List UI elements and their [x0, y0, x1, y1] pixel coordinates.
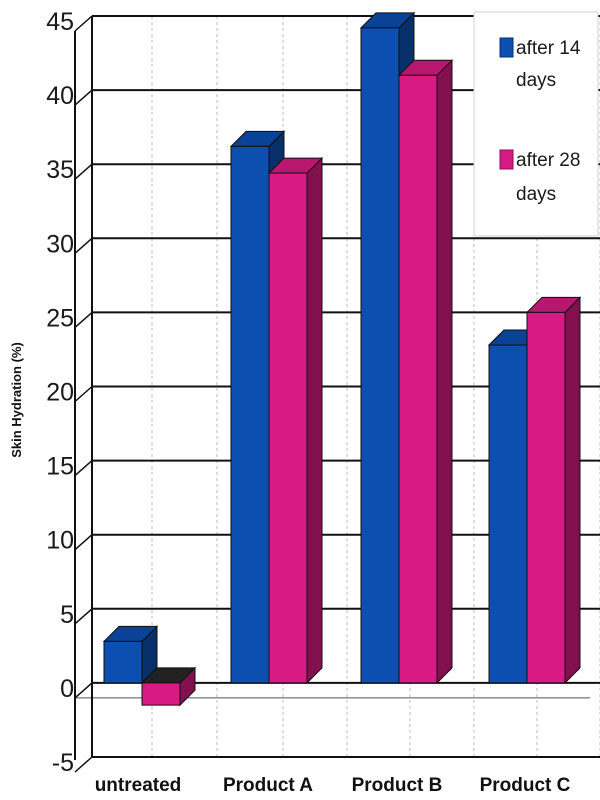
x-tick-label: Product C — [480, 775, 571, 796]
legend-box — [473, 11, 599, 237]
y-tick-label: 35 — [46, 156, 74, 184]
gridline-depth-segment — [74, 682, 93, 699]
y-tick-label: -5 — [52, 749, 74, 777]
legend: after 14 days after 28 days — [473, 11, 599, 237]
y-tick-label: 20 — [46, 379, 74, 407]
gridline-depth-segment — [74, 89, 93, 106]
legend-swatch-after-14-days — [499, 37, 514, 58]
x-tick-label: Product B — [352, 775, 443, 796]
y-tick-label: 45 — [46, 8, 74, 36]
y-tick-label: 40 — [46, 82, 74, 110]
y-axis-label: Skin Hydration (%) — [9, 342, 24, 458]
gridline-depth-segment — [74, 163, 93, 180]
gridline-depth-segment — [74, 534, 93, 551]
y-axis: -5 0 5 10 15 20 25 30 35 40 45 — [46, 8, 93, 777]
y-tick-label: 25 — [46, 304, 74, 332]
x-axis-labels: untreated Product A Product B Product C — [95, 775, 571, 796]
gridline-depth-segment — [74, 237, 93, 254]
y-tick-label: 15 — [46, 453, 74, 481]
gridline-depth-segment — [74, 385, 93, 403]
y-tick-label: 30 — [46, 230, 74, 258]
legend-label-after-28-days: after 28 days — [516, 150, 586, 205]
bar-product-c-series-2 — [525, 296, 582, 685]
y-tick-label: 5 — [60, 601, 74, 629]
gridline-depth-segment — [74, 15, 93, 32]
legend-swatch-after-28-days — [499, 149, 514, 170]
bar-product-a-series-2 — [267, 156, 324, 685]
bar-untreated-series-1 — [102, 625, 159, 685]
bar-untreated-series-2 — [140, 666, 197, 707]
gridline-depth-segment — [74, 460, 93, 477]
chart-bars — [102, 11, 582, 707]
gridline-depth-segment — [74, 608, 93, 625]
y-tick-label: 10 — [46, 527, 74, 555]
x-tick-label: untreated — [95, 775, 182, 796]
y-tick-label: 0 — [60, 675, 74, 703]
x-tick-label: Product A — [223, 775, 313, 796]
gridline-depth-segment — [74, 756, 93, 773]
gridline-depth-segment — [74, 311, 93, 328]
bar-product-b-series-2 — [397, 59, 454, 685]
legend-label-after-14-days: after 14 days — [516, 38, 586, 91]
